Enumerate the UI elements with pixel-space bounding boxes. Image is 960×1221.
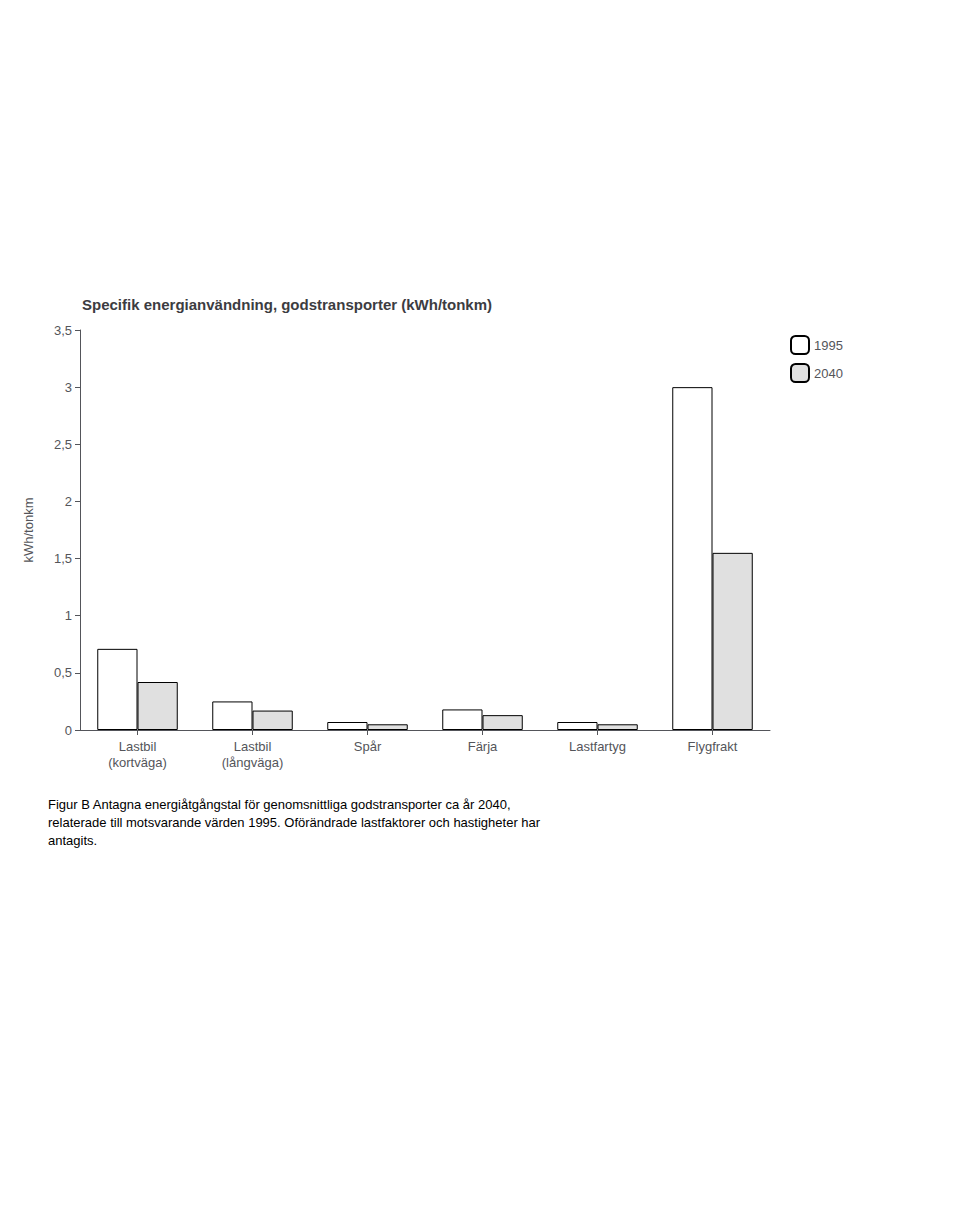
svg-text:Lastbil: Lastbil: [234, 739, 272, 754]
svg-text:2: 2: [65, 494, 72, 509]
svg-text:Lastbil: Lastbil: [119, 739, 157, 754]
svg-text:3: 3: [65, 380, 72, 395]
svg-text:relaterade till motsvarande vä: relaterade till motsvarande värden 1995.…: [48, 815, 541, 830]
svg-text:3,5: 3,5: [54, 323, 72, 338]
svg-text:(långväga): (långväga): [222, 755, 283, 770]
svg-text:1995: 1995: [814, 338, 843, 353]
svg-text:Färja: Färja: [468, 739, 498, 754]
svg-text:Spår: Spår: [354, 739, 382, 754]
svg-text:0: 0: [65, 723, 72, 738]
svg-text:1,5: 1,5: [54, 551, 72, 566]
svg-text:Figur B Antagna energiåtgångst: Figur B Antagna energiåtgångstal för gen…: [48, 797, 511, 812]
svg-text:Lastfartyg: Lastfartyg: [569, 739, 626, 754]
svg-text:Flygfrakt: Flygfrakt: [688, 739, 738, 754]
svg-text:1: 1: [65, 608, 72, 623]
svg-text:2,5: 2,5: [54, 437, 72, 452]
svg-text:(kortväga): (kortväga): [108, 755, 167, 770]
svg-text:kWh/tonkm: kWh/tonkm: [21, 497, 36, 562]
svg-text:0,5: 0,5: [54, 665, 72, 680]
svg-text:2040: 2040: [814, 366, 843, 381]
svg-text:antagits.: antagits.: [48, 833, 97, 848]
svg-text:Specifik energianvändning, god: Specifik energianvändning, godstransport…: [82, 296, 492, 313]
